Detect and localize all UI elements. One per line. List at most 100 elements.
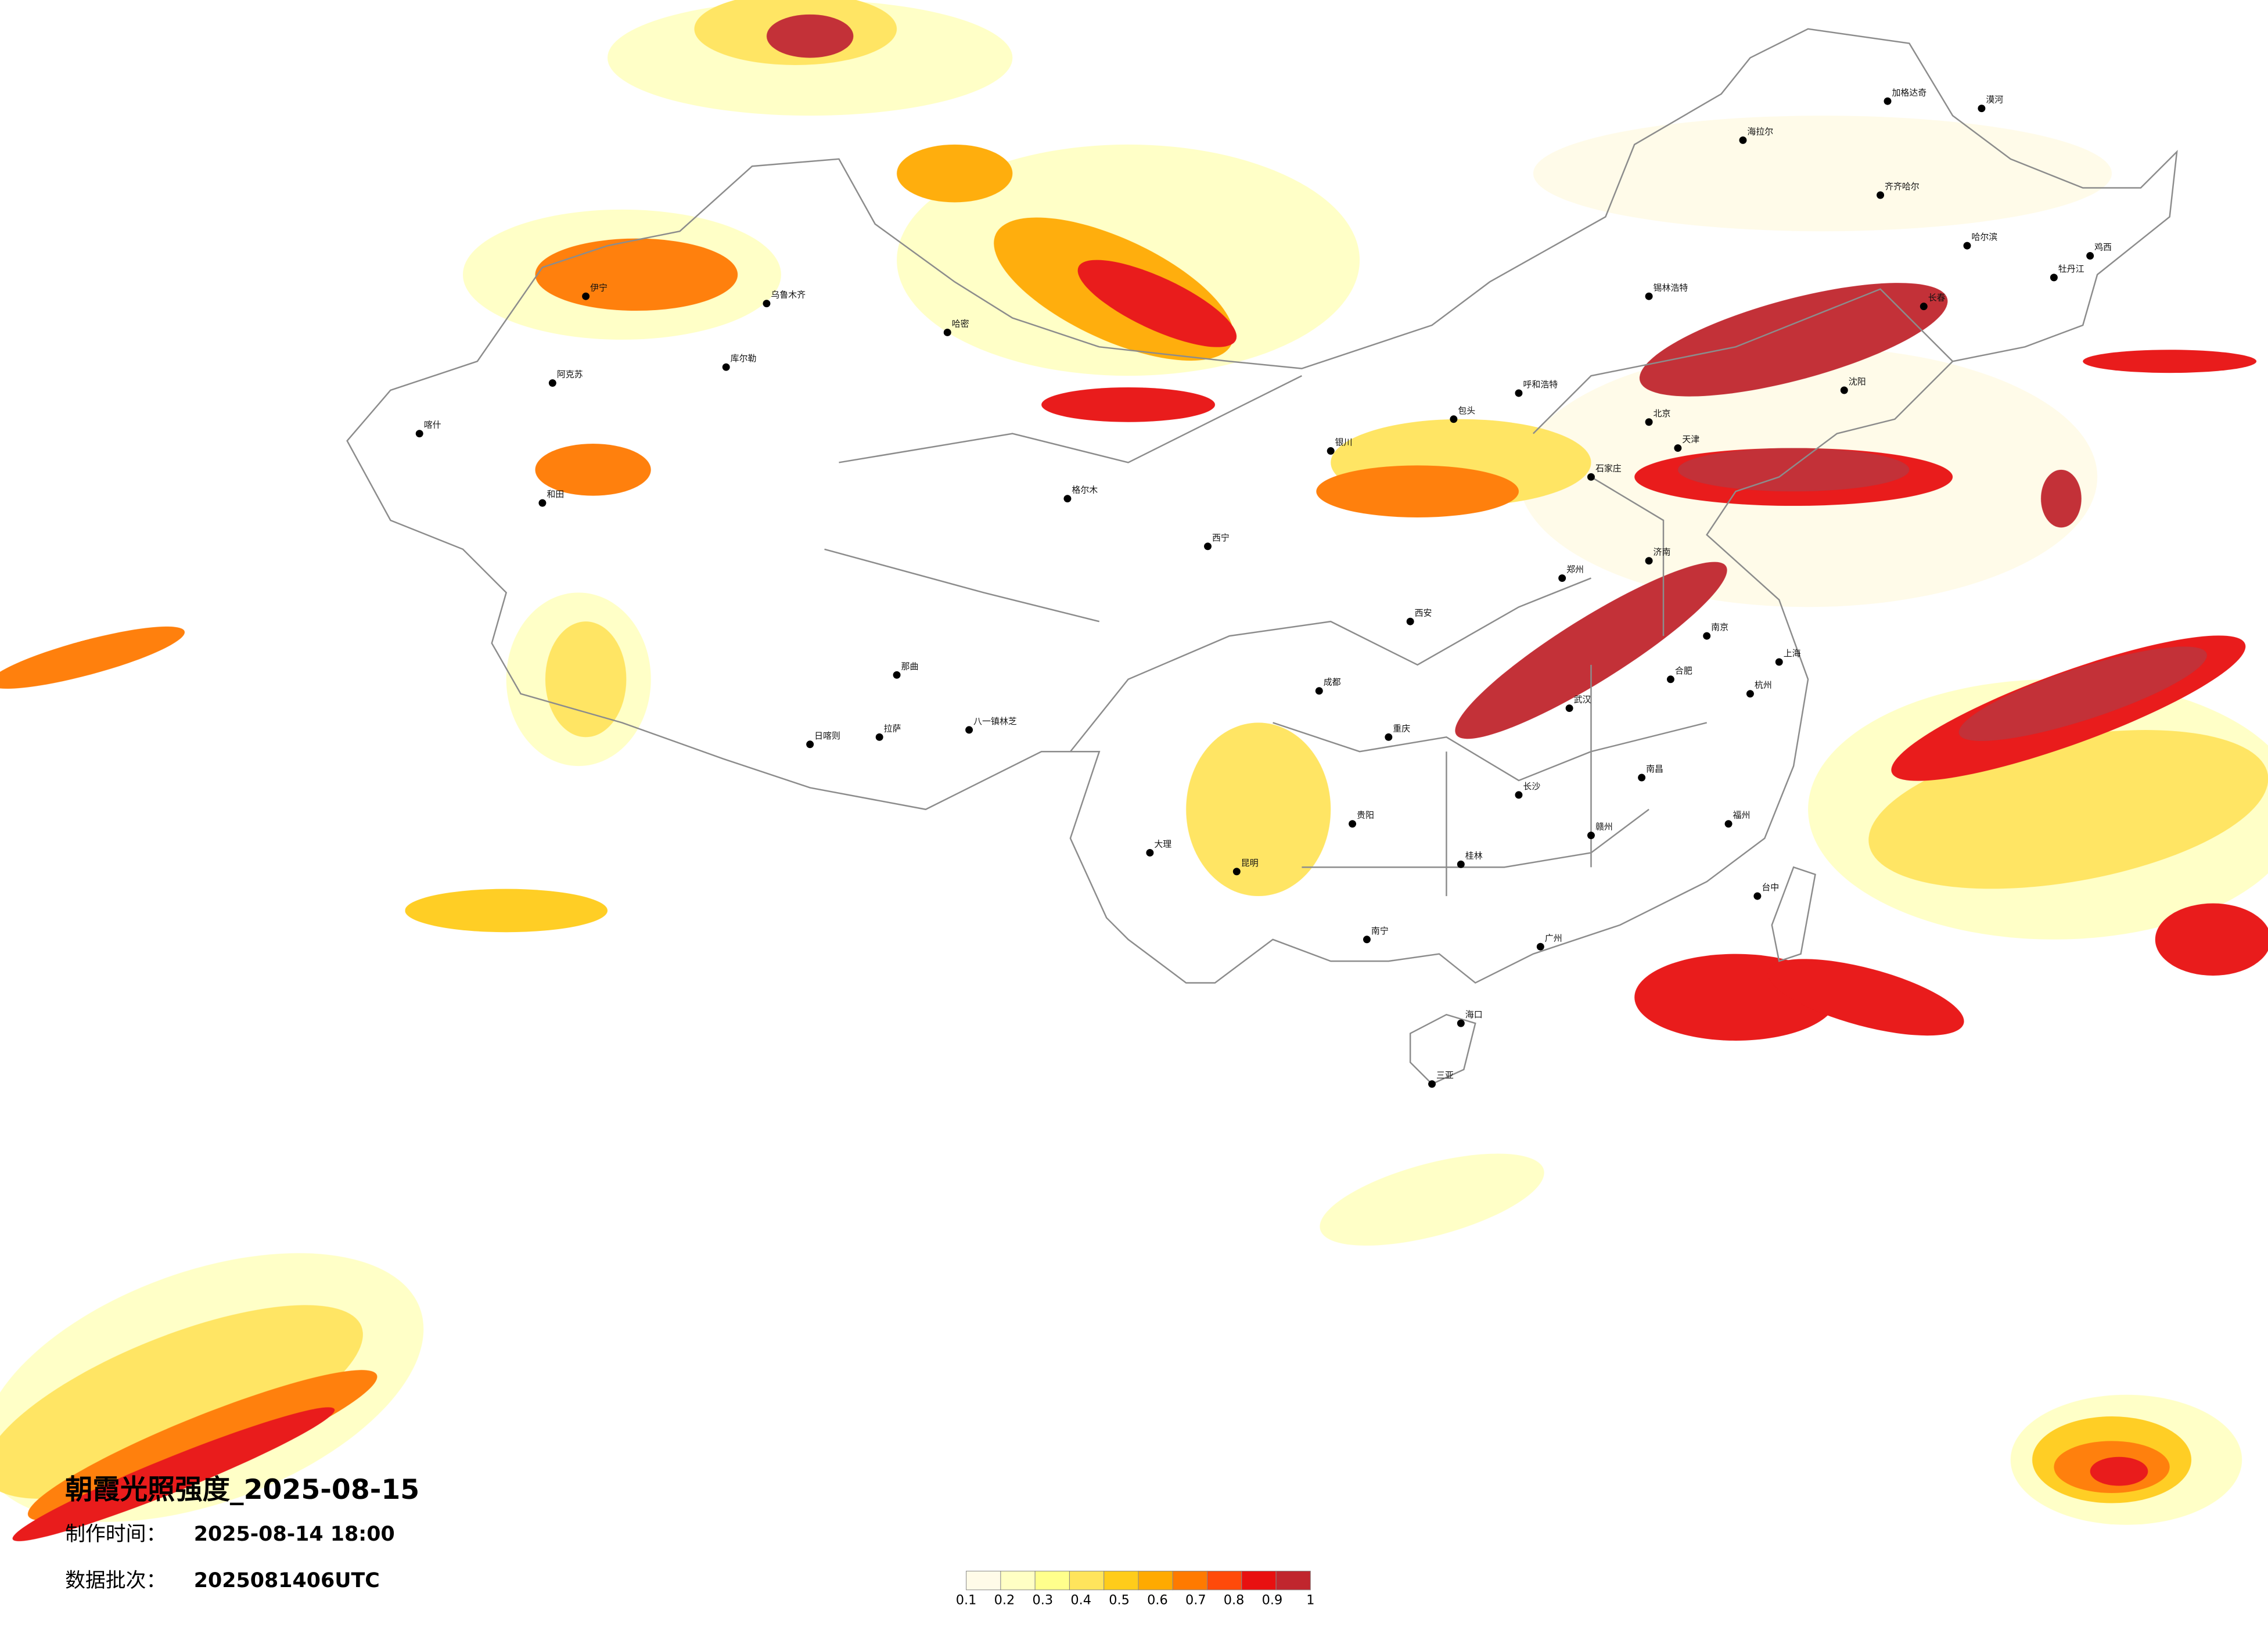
city-dot bbox=[1666, 675, 1674, 684]
city-dot bbox=[1703, 632, 1711, 640]
color-box bbox=[1207, 1570, 1242, 1591]
city-dot bbox=[1315, 687, 1323, 695]
city: 武汉 bbox=[1565, 695, 1591, 713]
city: 南宁 bbox=[1363, 926, 1389, 944]
city-dot bbox=[1746, 690, 1754, 698]
city-label: 日喀则 bbox=[814, 731, 840, 741]
city-label: 郑州 bbox=[1566, 564, 1584, 575]
city-label: 加格达奇 bbox=[1892, 87, 1926, 98]
city: 喀什 bbox=[415, 420, 441, 438]
city: 牡丹江 bbox=[2050, 264, 2084, 282]
city-label: 呼和浩特 bbox=[1523, 379, 1558, 390]
city-dot bbox=[893, 671, 901, 679]
city: 长春 bbox=[1920, 293, 1946, 311]
city: 锡林浩特 bbox=[1645, 282, 1688, 300]
city: 海口 bbox=[1457, 1009, 1483, 1027]
city: 库尔勒 bbox=[722, 353, 756, 371]
city-dot bbox=[1587, 832, 1595, 840]
city-label: 拉萨 bbox=[884, 723, 901, 733]
city-label: 济南 bbox=[1654, 547, 1671, 557]
color-box bbox=[1241, 1570, 1277, 1591]
color-box bbox=[1138, 1570, 1173, 1591]
city: 伊宁 bbox=[582, 282, 608, 300]
city: 那曲 bbox=[893, 661, 919, 679]
city: 阿克苏 bbox=[548, 369, 583, 387]
city-label: 南昌 bbox=[1646, 764, 1663, 774]
city-label: 长沙 bbox=[1523, 781, 1540, 792]
city-dot bbox=[1385, 733, 1393, 741]
colorbar-tick-label: 0.2 bbox=[994, 1593, 1015, 1608]
city: 加格达奇 bbox=[1884, 87, 1926, 105]
batch-label: 数据批次： bbox=[65, 1569, 166, 1592]
city: 北京 bbox=[1645, 408, 1671, 426]
color-box bbox=[966, 1570, 1001, 1591]
city-label: 漠河 bbox=[1986, 95, 2003, 105]
color-box bbox=[1172, 1570, 1208, 1591]
city-dot bbox=[1877, 191, 1885, 199]
colorbar-tick-label: 0.3 bbox=[1033, 1593, 1054, 1608]
city-dot bbox=[1428, 1080, 1436, 1088]
city-label: 昆明 bbox=[1241, 858, 1259, 868]
city-dot bbox=[806, 740, 814, 749]
city-dot bbox=[1920, 303, 1928, 311]
city-dot bbox=[1450, 415, 1458, 423]
city-dot bbox=[1645, 418, 1653, 426]
city: 西宁 bbox=[1204, 533, 1230, 551]
city-label: 阿克苏 bbox=[557, 369, 583, 380]
city-dot bbox=[1063, 495, 1072, 503]
city: 格尔木 bbox=[1063, 485, 1098, 503]
city-dot bbox=[2050, 274, 2058, 282]
city-dot bbox=[965, 726, 973, 734]
city-label: 海口 bbox=[1465, 1009, 1483, 1020]
colorbar-tick-label: 0.1 bbox=[956, 1593, 977, 1608]
city-label: 大理 bbox=[1154, 839, 1171, 849]
city-dot bbox=[1884, 97, 1892, 105]
city-label: 北京 bbox=[1654, 408, 1671, 419]
production-label: 制作时间： bbox=[65, 1523, 166, 1546]
city-label: 锡林浩特 bbox=[1654, 282, 1688, 293]
city-label: 那曲 bbox=[901, 661, 919, 671]
city-label: 石家庄 bbox=[1595, 463, 1622, 473]
map-title: 朝霞光照强度_2025-08-15 bbox=[65, 1474, 419, 1506]
city: 长沙 bbox=[1515, 781, 1540, 799]
colorbar-tick-label: 0.6 bbox=[1147, 1593, 1168, 1608]
colorbar-tick-label: 0.7 bbox=[1185, 1593, 1206, 1608]
city: 昆明 bbox=[1232, 858, 1259, 876]
city: 南京 bbox=[1703, 622, 1728, 640]
city: 八一镇林芝 bbox=[965, 716, 1017, 734]
city-dot bbox=[1565, 704, 1573, 713]
colorbar-tick-label: 0.4 bbox=[1070, 1593, 1091, 1608]
city-label: 八一镇林芝 bbox=[973, 716, 1017, 726]
island-border bbox=[1771, 866, 1816, 962]
color-box bbox=[1104, 1570, 1139, 1591]
city: 重庆 bbox=[1385, 723, 1410, 741]
city-dot bbox=[1753, 892, 1762, 900]
city-dot bbox=[943, 328, 951, 336]
city-label: 海拉尔 bbox=[1747, 126, 1773, 136]
city: 包头 bbox=[1450, 405, 1475, 423]
color-box bbox=[1069, 1570, 1105, 1591]
city: 大理 bbox=[1146, 839, 1171, 857]
colorbar-tick-label: 0.8 bbox=[1224, 1593, 1245, 1608]
city-dot bbox=[1978, 105, 1986, 113]
city-label: 格尔木 bbox=[1072, 485, 1098, 495]
city-dot bbox=[2086, 252, 2094, 260]
city-dot bbox=[1363, 936, 1371, 944]
city-label: 鸡西 bbox=[2094, 242, 2112, 253]
batch-value: 2025081406UTC bbox=[194, 1569, 380, 1592]
color-box bbox=[1034, 1570, 1070, 1591]
city-dot bbox=[1536, 942, 1544, 951]
city-label: 哈密 bbox=[952, 318, 969, 329]
city-label: 乌鲁木齐 bbox=[771, 290, 806, 300]
city: 赣州 bbox=[1587, 822, 1613, 840]
color-box bbox=[1275, 1570, 1311, 1591]
city: 海拉尔 bbox=[1739, 126, 1773, 144]
city-label: 包头 bbox=[1458, 405, 1475, 416]
city: 成都 bbox=[1315, 677, 1341, 695]
city: 银川 bbox=[1327, 437, 1353, 455]
city: 哈尔滨 bbox=[1963, 232, 1997, 250]
country-border bbox=[346, 28, 2178, 984]
city-dot bbox=[722, 363, 730, 371]
city-label: 西安 bbox=[1415, 607, 1432, 618]
